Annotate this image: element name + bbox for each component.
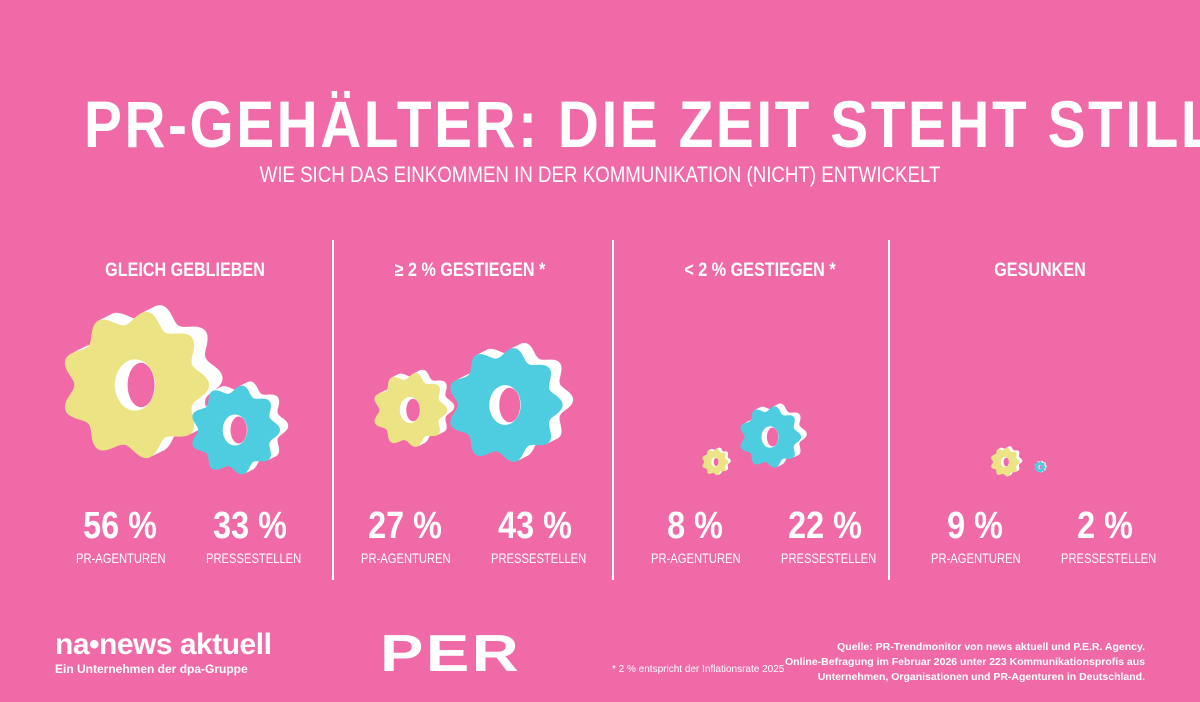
values-row: 9 % PR-AGENTUREN 2 % PRESSESTELLEN: [895, 505, 1185, 566]
news-aktuell-logo: na•news aktuell: [55, 628, 272, 661]
series-label: PRESSESTELLEN: [491, 550, 587, 566]
gear-hole-inner: [1003, 457, 1009, 467]
series-label: PR-AGENTUREN: [931, 550, 1021, 566]
series-label: PR-AGENTUREN: [651, 550, 741, 566]
news-aktuell-tagline: Ein Unternehmen der dpa-Gruppe: [55, 662, 248, 676]
values-row: 27 % PR-AGENTUREN 43 % PRESSESTELLEN: [325, 505, 615, 566]
divider: [888, 240, 890, 580]
divider: [332, 240, 334, 580]
data-label: 2 %: [1077, 505, 1133, 547]
gear-hole-inner: [127, 362, 155, 408]
value-pressestellen: 22 % PRESSESTELLEN: [770, 505, 880, 566]
data-label: 22 %: [788, 505, 862, 547]
value-pressestellen: 2 % PRESSESTELLEN: [1050, 505, 1160, 566]
gear-hole-inner: [766, 427, 779, 447]
source-line: Quelle: PR-Trendmonitor von news aktuell…: [837, 641, 1145, 653]
data-label: 8 %: [667, 505, 723, 547]
gear-hole-inner: [406, 398, 420, 422]
value-pr-agenturen: 56 % PR-AGENTUREN: [65, 505, 175, 566]
page-subtitle: WIE SICH DAS EINKOMMEN IN DER KOMMUNIKAT…: [259, 162, 941, 187]
category-label: GESUNKEN: [994, 260, 1086, 281]
category-column: ≥ 2 % GESTIEGEN * 27 % PR-AGENTUREN 43 % P…: [325, 250, 615, 580]
category-label: GLEICH GEBLIEBEN: [105, 260, 265, 281]
category-column: < 2 % GESTIEGEN * 8 % PR-AGENTUREN 22 % PR…: [615, 250, 905, 580]
data-label: 27 %: [368, 505, 442, 547]
source-line: Online-Befragung im Februar 2026 unter 2…: [785, 656, 1145, 668]
source-note: Quelle: PR-Trendmonitor von news aktuell…: [725, 640, 1145, 685]
gear-hole-inner: [713, 457, 719, 467]
data-label: 33 %: [213, 505, 287, 547]
series-label: PR-AGENTUREN: [361, 550, 451, 566]
divider: [612, 240, 614, 580]
data-label: 9 %: [947, 505, 1003, 547]
series-label: PR-AGENTUREN: [76, 550, 166, 566]
value-pressestellen: 43 % PRESSESTELLEN: [480, 505, 590, 566]
footnote: * 2 % entspricht der Inflationsrate 2025: [612, 664, 785, 675]
value-pr-agenturen: 8 % PR-AGENTUREN: [640, 505, 750, 566]
series-label: PRESSESTELLEN: [1061, 550, 1157, 566]
data-label: 43 %: [498, 505, 572, 547]
per-logo: PER: [380, 625, 522, 683]
gear-hole-inner: [1039, 465, 1042, 469]
category-label: < 2 % GESTIEGEN *: [684, 260, 836, 281]
value-pr-agenturen: 9 % PR-AGENTUREN: [920, 505, 1030, 566]
page-title: PR-GEHÄLTER: DIE ZEIT STEHT STILL: [84, 87, 1200, 161]
source-line: Unternehmen, Organisationen und PR-Agent…: [817, 671, 1145, 683]
category-label: ≥ 2 % GESTIEGEN *: [394, 260, 546, 281]
series-label: PRESSESTELLEN: [206, 550, 302, 566]
category-column: GESUNKEN 9 % PR-AGENTUREN 2 % PRESSESTELLE…: [895, 250, 1185, 580]
value-pressestellen: 33 % PRESSESTELLEN: [195, 505, 305, 566]
values-row: 56 % PR-AGENTUREN 33 % PRESSESTELLEN: [40, 505, 330, 566]
series-label: PRESSESTELLEN: [781, 550, 877, 566]
gear-hole-inner: [499, 387, 521, 423]
values-row: 8 % PR-AGENTUREN 22 % PRESSESTELLEN: [615, 505, 905, 566]
data-label: 56 %: [83, 505, 157, 547]
gear-hole-inner: [230, 416, 247, 444]
value-pr-agenturen: 27 % PR-AGENTUREN: [350, 505, 460, 566]
category-column: GLEICH GEBLIEBEN 56 % PR-AGENTUREN 33 % PR…: [40, 250, 330, 580]
